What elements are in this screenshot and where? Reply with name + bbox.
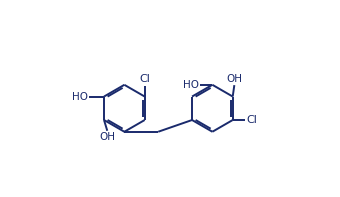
- Text: OH: OH: [226, 73, 242, 84]
- Text: Cl: Cl: [246, 115, 257, 125]
- Text: OH: OH: [99, 132, 115, 142]
- Text: HO: HO: [72, 92, 88, 101]
- Text: HO: HO: [183, 80, 199, 90]
- Text: Cl: Cl: [139, 74, 150, 84]
